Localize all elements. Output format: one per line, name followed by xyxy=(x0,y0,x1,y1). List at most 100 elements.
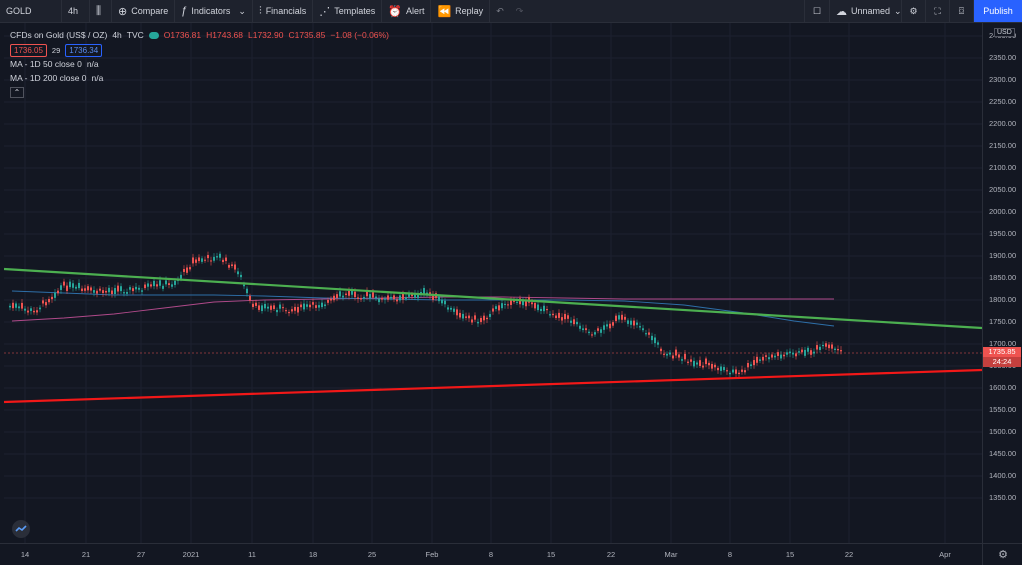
candle-body xyxy=(300,304,302,308)
candle-body xyxy=(117,285,119,292)
candle-body xyxy=(615,315,617,322)
indicators-button[interactable]: ƒ Indicators ⌄ xyxy=(175,0,253,22)
candle-body xyxy=(498,305,500,311)
candle-body xyxy=(102,290,104,294)
candle-body xyxy=(534,302,536,309)
candle-body xyxy=(606,324,608,327)
candle-body xyxy=(558,312,560,318)
candle-body xyxy=(27,310,29,313)
symbol-search-button[interactable]: GOLD xyxy=(0,0,62,22)
candle-body xyxy=(486,317,488,320)
candle-body xyxy=(729,372,731,375)
interval-button[interactable]: 4h xyxy=(62,0,90,22)
alert-button[interactable]: ⏰ Alert xyxy=(382,0,432,22)
price-axis[interactable]: 2400.002350.002300.002250.002200.002150.… xyxy=(982,23,1022,543)
candle-body xyxy=(165,280,167,285)
settings-button[interactable]: ⚙ xyxy=(902,0,926,22)
price-chart[interactable] xyxy=(4,23,982,543)
redo-icon: ↷ xyxy=(515,5,524,16)
candle-body xyxy=(552,313,554,316)
candle-body xyxy=(801,349,803,353)
candle-body xyxy=(765,355,767,357)
candle-body xyxy=(690,359,692,362)
layout-name-button[interactable]: ☁ Unnamed ⌄ xyxy=(830,0,902,22)
time-axis-label: Feb xyxy=(425,550,439,559)
candle-body xyxy=(213,256,215,261)
legend-ma2-row[interactable]: MA - 1D 200 close 0 n/a xyxy=(10,71,389,85)
chevron-down-icon[interactable]: ⌄ xyxy=(238,5,246,16)
ma2-label: MA - 1D 200 close 0 xyxy=(10,73,87,83)
legend-main-row: CFDs on Gold (US$ / OZ) 4h TVC O1736.81 … xyxy=(10,28,389,42)
redo-button[interactable]: ↷ xyxy=(510,0,530,22)
candle-body xyxy=(108,287,110,293)
screenshot-button[interactable]: ⌼ xyxy=(950,0,974,22)
sell-button[interactable]: 1736.05 xyxy=(10,43,47,57)
candle-body xyxy=(378,298,380,303)
replay-button[interactable]: ⏪ Replay xyxy=(431,0,491,22)
price-axis-label: 1350.00 xyxy=(989,493,1017,502)
candle-body xyxy=(174,280,176,285)
candle-body xyxy=(579,325,581,329)
chart-style-button[interactable]: ⫼ xyxy=(90,0,112,22)
candle-body xyxy=(483,315,485,321)
candle-body xyxy=(372,292,374,298)
candle-body xyxy=(63,281,65,286)
candle-body xyxy=(522,299,524,306)
candle-body xyxy=(648,332,650,335)
undo-button[interactable]: ↶ xyxy=(490,0,510,22)
candle-body xyxy=(162,285,164,289)
legend-ma1-row[interactable]: MA - 1D 50 close 0 n/a xyxy=(10,57,389,71)
templates-label: Templates xyxy=(334,6,376,16)
fullscreen-button[interactable]: ⛶ xyxy=(926,0,950,22)
candle-body xyxy=(780,354,782,359)
publish-button[interactable]: Publish xyxy=(974,0,1022,22)
legend-low: L1732.90 xyxy=(248,30,284,40)
candle-body xyxy=(243,284,245,287)
legend-title[interactable]: CFDs on Gold (US$ / OZ) xyxy=(10,30,108,40)
candle-body xyxy=(786,352,788,355)
candle-body xyxy=(813,351,815,354)
candle-body xyxy=(753,360,755,366)
candle-body xyxy=(342,295,344,298)
collapse-up-icon[interactable]: ⌃ xyxy=(10,86,24,98)
candle-body xyxy=(60,285,62,290)
candle-body xyxy=(15,303,17,308)
candle-body xyxy=(597,328,599,331)
financials-button[interactable]: ⫶ Financials xyxy=(253,0,314,22)
legend-high: H1743.68 xyxy=(206,30,243,40)
trendline-red[interactable] xyxy=(4,368,982,404)
legend-interval: 4h xyxy=(112,30,122,40)
time-axis[interactable]: 14 21 27 2021 11 18 25 Feb 8 15 22 Mar 8 15 22 Apr xyxy=(0,543,982,565)
trendline-green[interactable] xyxy=(4,267,982,330)
legend-source: TVC xyxy=(126,30,144,40)
currency-label[interactable]: USD xyxy=(994,28,1015,37)
candle-body xyxy=(507,304,509,306)
tradingview-logo[interactable] xyxy=(12,520,30,538)
candle-body xyxy=(504,303,506,305)
candle-body xyxy=(399,295,401,301)
replay-icon: ⏪ xyxy=(437,5,452,18)
candle-body xyxy=(186,267,188,273)
market-status-icon[interactable] xyxy=(148,31,159,39)
candle-body xyxy=(354,291,356,298)
candle-body xyxy=(771,354,773,358)
candle-body xyxy=(279,304,281,309)
buy-button[interactable]: 1736.34 xyxy=(65,43,103,57)
candle-body xyxy=(642,328,644,331)
price-axis-label: 2150.00 xyxy=(989,141,1017,150)
layout-button[interactable]: ☐ xyxy=(804,0,830,22)
templates-button[interactable]: ⋰ Templates xyxy=(313,0,383,22)
candle-body xyxy=(303,303,305,310)
candle-body xyxy=(69,281,71,288)
candle-body xyxy=(114,288,116,295)
candle-body xyxy=(495,306,497,309)
candle-body xyxy=(66,285,68,291)
candle-body xyxy=(318,305,320,308)
candle-body xyxy=(126,292,128,294)
axis-settings-button[interactable]: ⚙ xyxy=(982,543,1022,565)
settings-gear-icon: ⚙ xyxy=(909,5,918,16)
candle-body xyxy=(660,348,662,352)
candle-body xyxy=(327,299,329,303)
compare-button[interactable]: ⊕ Compare xyxy=(112,0,176,22)
candle-body xyxy=(285,310,287,312)
